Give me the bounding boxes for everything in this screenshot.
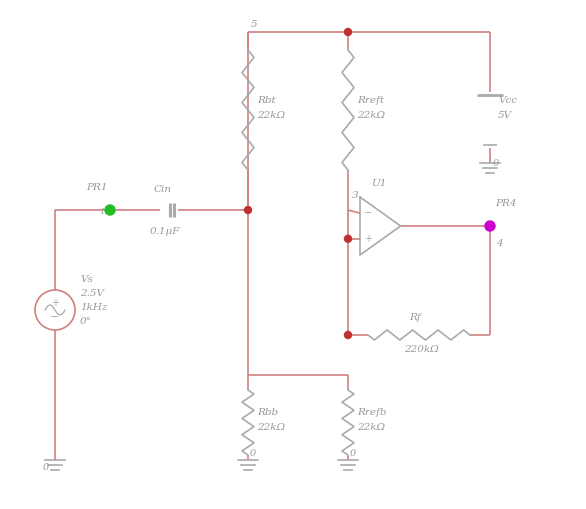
Text: 22kΩ: 22kΩ — [257, 110, 285, 120]
Text: 22kΩ: 22kΩ — [357, 423, 385, 432]
Text: 1: 1 — [100, 208, 105, 216]
Text: 22kΩ: 22kΩ — [257, 423, 285, 432]
Text: +: + — [51, 298, 59, 308]
Text: −: − — [50, 312, 60, 322]
Text: 4: 4 — [496, 240, 503, 248]
Text: 1kHz: 1kHz — [80, 303, 107, 313]
Circle shape — [485, 221, 495, 231]
Text: Rf: Rf — [409, 313, 421, 322]
Text: 0: 0 — [350, 448, 356, 458]
Circle shape — [345, 331, 352, 338]
Text: 0°: 0° — [80, 318, 92, 326]
Text: 0.1μF: 0.1μF — [150, 228, 180, 237]
Text: PR4: PR4 — [495, 200, 516, 209]
Circle shape — [345, 235, 352, 242]
Text: Rreft: Rreft — [357, 96, 384, 104]
Text: U1: U1 — [370, 179, 386, 187]
Text: Cin: Cin — [154, 185, 172, 194]
Text: 2.5V: 2.5V — [80, 290, 104, 298]
Text: −: − — [364, 208, 372, 218]
Circle shape — [105, 205, 115, 215]
Text: 22kΩ: 22kΩ — [357, 110, 385, 120]
Text: 3: 3 — [352, 191, 359, 201]
Text: 5V: 5V — [498, 110, 512, 120]
Text: Vcc: Vcc — [498, 96, 517, 104]
Text: PR1: PR1 — [86, 184, 107, 192]
Circle shape — [345, 29, 352, 36]
Text: 220kΩ: 220kΩ — [404, 345, 439, 353]
Text: 0: 0 — [493, 158, 499, 167]
Circle shape — [244, 207, 251, 213]
Text: Rbt: Rbt — [257, 96, 275, 104]
Text: 0: 0 — [43, 463, 49, 471]
Text: Rrefb: Rrefb — [357, 408, 387, 417]
Text: +: + — [364, 234, 372, 244]
Text: Vs: Vs — [80, 275, 93, 285]
Text: 5: 5 — [251, 19, 258, 29]
Text: Rbb: Rbb — [257, 408, 278, 417]
Text: 0: 0 — [250, 448, 256, 458]
